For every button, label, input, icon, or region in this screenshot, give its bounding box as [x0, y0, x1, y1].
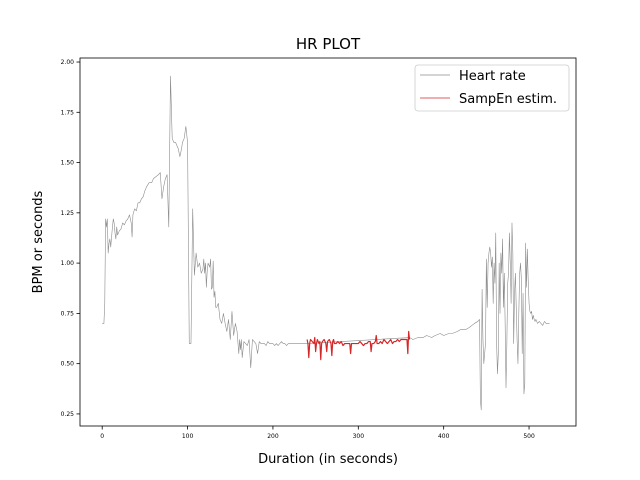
- plot-frame: [79, 57, 577, 427]
- x-axis-ticks: 0 100 200 300 400 500: [100, 426, 535, 440]
- y-tick-label: 0.50: [61, 361, 75, 368]
- x-tick-label: 300: [353, 433, 365, 440]
- y-tick-label: 1.00: [61, 260, 75, 267]
- chart-title: HR PLOT: [296, 35, 361, 53]
- y-tick-label: 2.00: [61, 59, 75, 66]
- series-line-sampen-estim: [306, 330, 411, 361]
- y-axis-label: BPM or seconds: [31, 190, 46, 293]
- x-axis-label: Duration (in seconds): [258, 452, 398, 467]
- legend-label-sampen: SampEn estim.: [459, 92, 557, 107]
- plot-area: [79, 57, 577, 427]
- y-tick-label: 0.75: [61, 310, 75, 317]
- legend-box: [414, 64, 570, 112]
- x-tick-label: 0: [100, 433, 104, 440]
- series-layer: [102, 75, 550, 411]
- y-tick-label: 1.75: [61, 109, 75, 116]
- series-line-heart-rate: [102, 75, 550, 411]
- x-tick-label: 100: [182, 433, 194, 440]
- y-tick-label: 1.25: [61, 210, 75, 217]
- y-tick-label: 0.25: [61, 411, 75, 418]
- y-axis-ticks: 0.25 0.50 0.75 1.00 1.25 1.50 1.75 2.00: [61, 59, 80, 418]
- legend: Heart rate SampEn estim.: [414, 64, 570, 112]
- y-tick-label: 1.50: [61, 160, 75, 167]
- x-tick-label: 400: [438, 433, 450, 440]
- x-tick-label: 200: [267, 433, 279, 440]
- legend-label-heart-rate: Heart rate: [459, 69, 526, 84]
- x-tick-label: 500: [523, 433, 535, 440]
